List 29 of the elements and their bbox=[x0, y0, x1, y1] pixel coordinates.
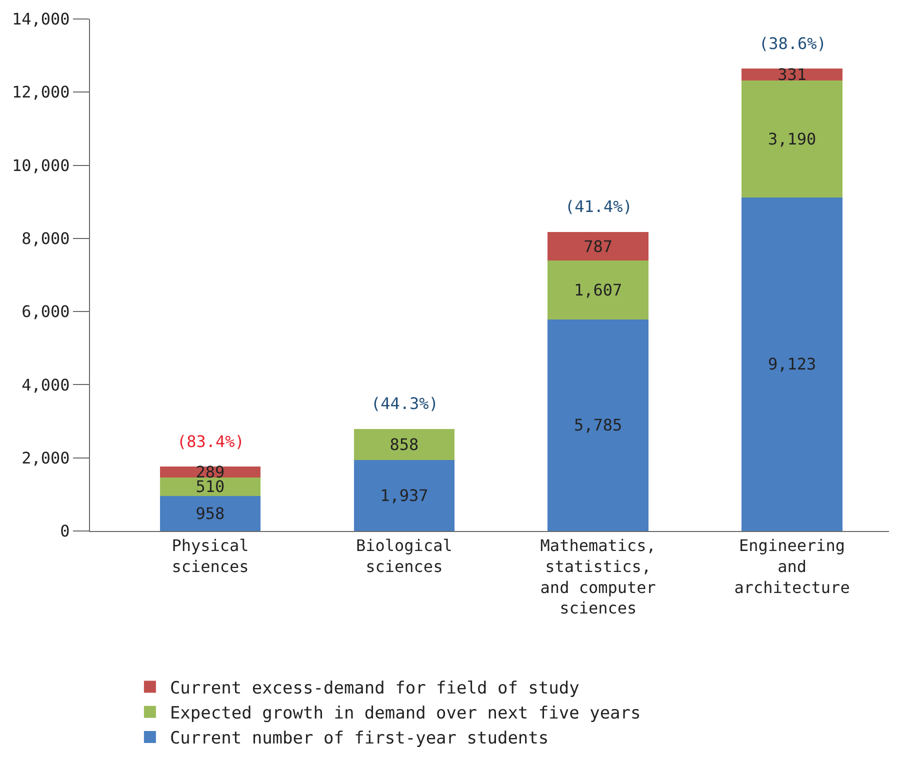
y-tick-label: 8,000 bbox=[22, 229, 70, 248]
y-tick-label: 2,000 bbox=[22, 448, 70, 468]
data-label: 5,785 bbox=[574, 416, 622, 435]
data-label: 958 bbox=[196, 504, 225, 523]
y-tick-label: 12,000 bbox=[12, 82, 70, 102]
x-tick-label: Engineering and architecture bbox=[734, 536, 850, 597]
annotation: (38.6%) bbox=[759, 34, 826, 53]
y-tick-label: 0 bbox=[60, 522, 70, 541]
data-label: 331 bbox=[778, 65, 806, 84]
annotation: (41.4%) bbox=[565, 197, 632, 216]
legend-label: Current excess-demand for field of study bbox=[170, 678, 580, 698]
data-label: 3,190 bbox=[768, 130, 816, 149]
legend-label: Current number of first-year students bbox=[170, 728, 549, 749]
legend-label: Expected growth in demand over next five years bbox=[170, 704, 641, 724]
data-label: 510 bbox=[196, 477, 225, 496]
y-tick-label: 4,000 bbox=[22, 375, 70, 394]
annotation: (83.4%) bbox=[177, 432, 244, 451]
x-tick-label: Biological sciences bbox=[356, 536, 452, 576]
data-label: 858 bbox=[390, 434, 419, 454]
data-label: 1,937 bbox=[380, 486, 428, 506]
data-label: 1,607 bbox=[574, 280, 622, 300]
data-label: 9,123 bbox=[768, 354, 816, 374]
y-tick-label: 10,000 bbox=[12, 156, 70, 175]
y-tick-label: 6,000 bbox=[22, 302, 70, 322]
x-tick-label: Mathematics, statistics, and computer sciences bbox=[540, 536, 656, 618]
data-label: 787 bbox=[584, 236, 613, 256]
annotation: (44.3%) bbox=[371, 394, 438, 413]
x-tick-label: Physical sciences bbox=[172, 536, 249, 576]
y-tick-label: 14,000 bbox=[12, 10, 70, 29]
